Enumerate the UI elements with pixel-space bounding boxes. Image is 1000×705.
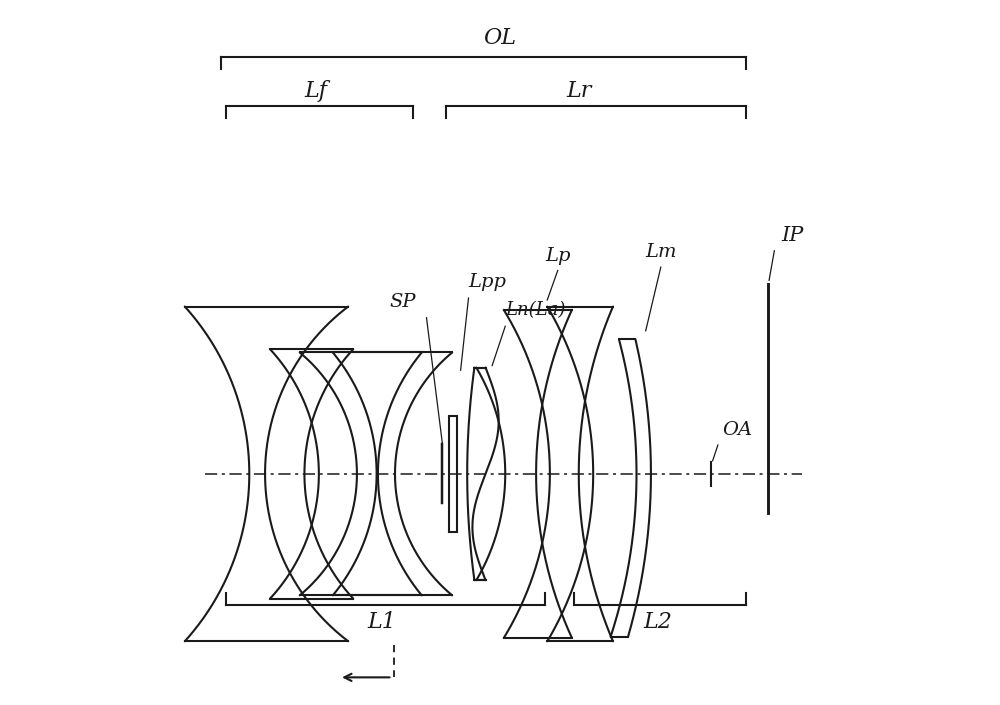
Text: Lpp: Lpp (468, 273, 506, 291)
Text: Lp: Lp (545, 247, 571, 264)
Text: IP: IP (781, 226, 803, 245)
Text: L2: L2 (643, 611, 672, 633)
Text: Lr: Lr (566, 80, 591, 102)
Text: Ln(La): Ln(La) (505, 301, 566, 319)
Text: Lm: Lm (645, 243, 677, 262)
Text: L1: L1 (367, 611, 396, 633)
Text: OA: OA (722, 421, 752, 439)
Text: Lf: Lf (305, 80, 328, 102)
Text: SP: SP (389, 293, 416, 311)
Text: OL: OL (484, 27, 517, 49)
